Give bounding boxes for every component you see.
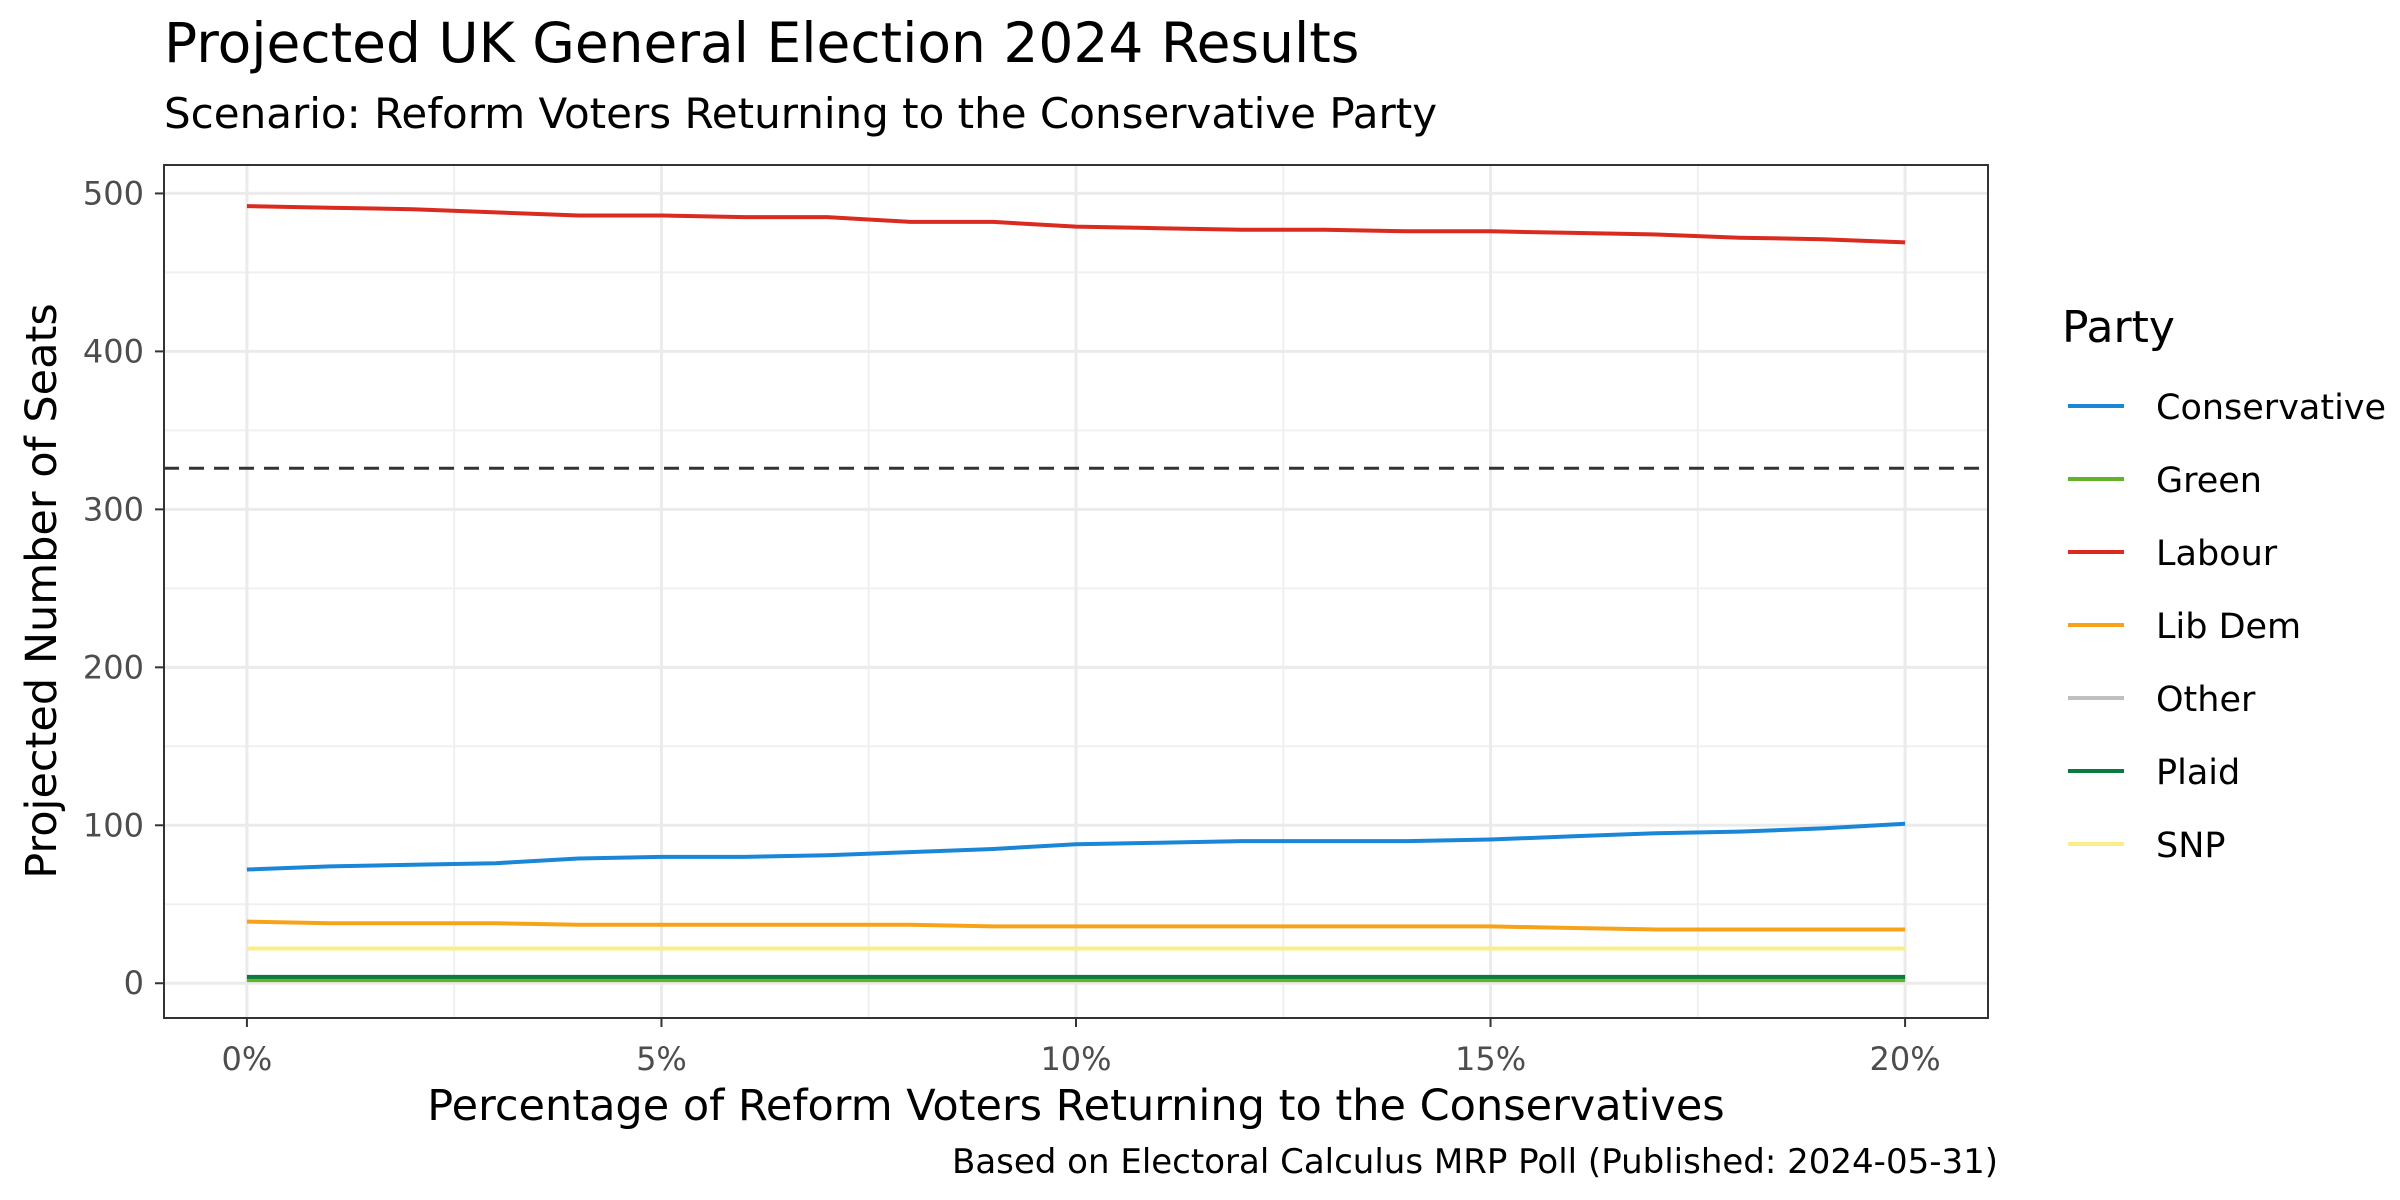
chart-subtitle: Scenario: Reform Voters Returning to the…: [164, 89, 1438, 138]
y-tick-label: 100: [83, 806, 144, 844]
y-tick-label: 500: [83, 174, 144, 212]
legend-items: Conservative Green Labour Lib Dem Other Plaid…: [2068, 388, 2386, 866]
series-line-lib-dem: [246, 919, 1906, 932]
x-axis-title: Percentage of Reform Voters Returning to…: [427, 1081, 1724, 1131]
series-line-labour: [246, 204, 1906, 245]
legend-label-lib-dem: Lib Dem: [2156, 607, 2301, 647]
legend-item-labour: Labour: [2068, 534, 2278, 574]
x-tick-label: 20%: [1870, 1040, 1941, 1078]
y-axis-title: Projected Number of Seats: [17, 303, 67, 878]
legend-label-plaid: Plaid: [2156, 753, 2240, 793]
legend-item-lib-dem: Lib Dem: [2068, 607, 2301, 647]
chart-caption: Based on Electoral Calculus MRP Poll (Pu…: [952, 1142, 1998, 1182]
legend-item-other: Other: [2068, 680, 2256, 720]
y-tick-label: 300: [83, 490, 144, 528]
legend-label-other: Other: [2156, 680, 2256, 720]
x-tick-label: 15%: [1455, 1040, 1526, 1078]
series-lines: [246, 204, 1906, 983]
chart-title: Projected UK General Election 2024 Resul…: [164, 11, 1360, 75]
legend-label-conservative: Conservative: [2156, 388, 2386, 428]
legend: Party Conservative Green Labour Lib Dem Othe…: [2062, 302, 2386, 866]
legend-item-snp: SNP: [2068, 826, 2226, 866]
x-axis: 0% 5% 10% 15% 20%: [222, 1018, 1941, 1078]
y-tick-label: 0: [124, 964, 144, 1002]
y-tick-label: 200: [83, 648, 144, 686]
legend-item-conservative: Conservative: [2068, 388, 2386, 428]
y-tick-label: 400: [83, 332, 144, 370]
legend-label-green: Green: [2156, 461, 2262, 501]
legend-title: Party: [2062, 302, 2175, 353]
x-tick-label: 5%: [636, 1040, 687, 1078]
x-tick-label: 0%: [222, 1040, 273, 1078]
x-tick-label: 10%: [1040, 1040, 1111, 1078]
legend-label-labour: Labour: [2156, 534, 2278, 574]
major-gridlines: [164, 165, 1988, 1018]
legend-item-plaid: Plaid: [2068, 753, 2240, 793]
legend-item-green: Green: [2068, 461, 2262, 501]
legend-label-snp: SNP: [2156, 826, 2226, 866]
y-axis: 0 100 200 300 400 500: [83, 174, 164, 1002]
series-line-conservative: [246, 821, 1906, 872]
